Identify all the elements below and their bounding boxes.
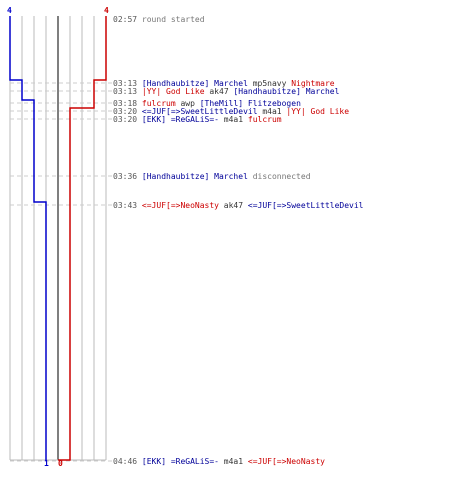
event-text-part: Nightmare bbox=[291, 79, 335, 88]
event-text-part: [Handhaubitze] Marchel bbox=[141, 172, 248, 181]
event-text-part: [Handhaubitze] Marchel bbox=[141, 79, 248, 88]
event-text-part: fulcrum bbox=[141, 99, 176, 108]
event-row: 02:57 round started bbox=[113, 16, 205, 24]
event-text-part: [EKK] =ReGALiS=- bbox=[141, 115, 219, 124]
event-text-part: mp5navy bbox=[247, 79, 292, 88]
event-time: 03:36 bbox=[113, 172, 138, 181]
event-text-part: |YY| God Like bbox=[141, 87, 205, 96]
event-text-part: [TheMill] Flitzebogen bbox=[199, 99, 301, 108]
blue-end-count: 1 bbox=[44, 459, 49, 468]
red-end-count: 0 bbox=[58, 459, 63, 468]
event-time: 03:18 bbox=[113, 99, 138, 108]
event-text-part: ak47 bbox=[204, 87, 234, 96]
blue-start-count: 4 bbox=[7, 6, 12, 15]
event-time: 03:13 bbox=[113, 87, 138, 96]
event-time: 03:13 bbox=[113, 79, 138, 88]
event-text-part: |YY| God Like bbox=[286, 107, 350, 116]
event-time: 02:57 bbox=[113, 15, 138, 24]
event-text-part: m4a1 bbox=[257, 107, 287, 116]
event-time: 03:43 bbox=[113, 201, 138, 210]
event-row: 03:13 [Handhaubitze] Marchel mp5navy Nig… bbox=[113, 80, 335, 88]
event-row: 03:13 |YY| God Like ak47 [Handhaubitze] … bbox=[113, 88, 339, 96]
event-text-part: disconnected bbox=[247, 172, 311, 181]
event-text-part: <=JUF[=>NeoNasty bbox=[247, 457, 325, 466]
round-timeline bbox=[9, 16, 112, 462]
event-text-part: [Handhaubitze] Marchel bbox=[233, 87, 340, 96]
event-time: 04:46 bbox=[113, 457, 138, 466]
event-text-part: round started bbox=[141, 15, 205, 24]
event-text-part: ak47 bbox=[218, 201, 248, 210]
event-text-part: <=JUF[=>NeoNasty bbox=[141, 201, 219, 210]
event-text-part: m4a1 bbox=[218, 457, 248, 466]
event-text-part: m4a1 bbox=[218, 115, 248, 124]
event-text-part: fulcrum bbox=[247, 115, 282, 124]
event-row: 03:43 <=JUF[=>NeoNasty ak47 <=JUF[=>Swee… bbox=[113, 202, 363, 210]
event-row: 03:20 [EKK] =ReGALiS=- m4a1 fulcrum bbox=[113, 116, 282, 124]
red-team-line bbox=[58, 16, 107, 461]
event-text-part: <=JUF[=>SweetLittleDevil bbox=[247, 201, 364, 210]
event-text-part: [EKK] =ReGALiS=- bbox=[141, 457, 219, 466]
blue-team-line bbox=[9, 16, 47, 460]
event-row: 03:18 fulcrum awp [TheMill] Flitzebogen bbox=[113, 100, 301, 108]
event-time: 03:20 bbox=[113, 107, 138, 116]
event-text-part: awp bbox=[175, 99, 200, 108]
event-row: 04:46 [EKK] =ReGALiS=- m4a1 <=JUF[=>NeoN… bbox=[113, 458, 325, 466]
event-row: 03:20 <=JUF[=>SweetLittleDevil m4a1 |YY|… bbox=[113, 108, 349, 116]
event-text-part: <=JUF[=>SweetLittleDevil bbox=[141, 107, 258, 116]
event-time: 03:20 bbox=[113, 115, 138, 124]
event-row: 03:36 [Handhaubitze] Marchel disconnecte… bbox=[113, 173, 311, 181]
red-start-count: 4 bbox=[104, 6, 109, 15]
